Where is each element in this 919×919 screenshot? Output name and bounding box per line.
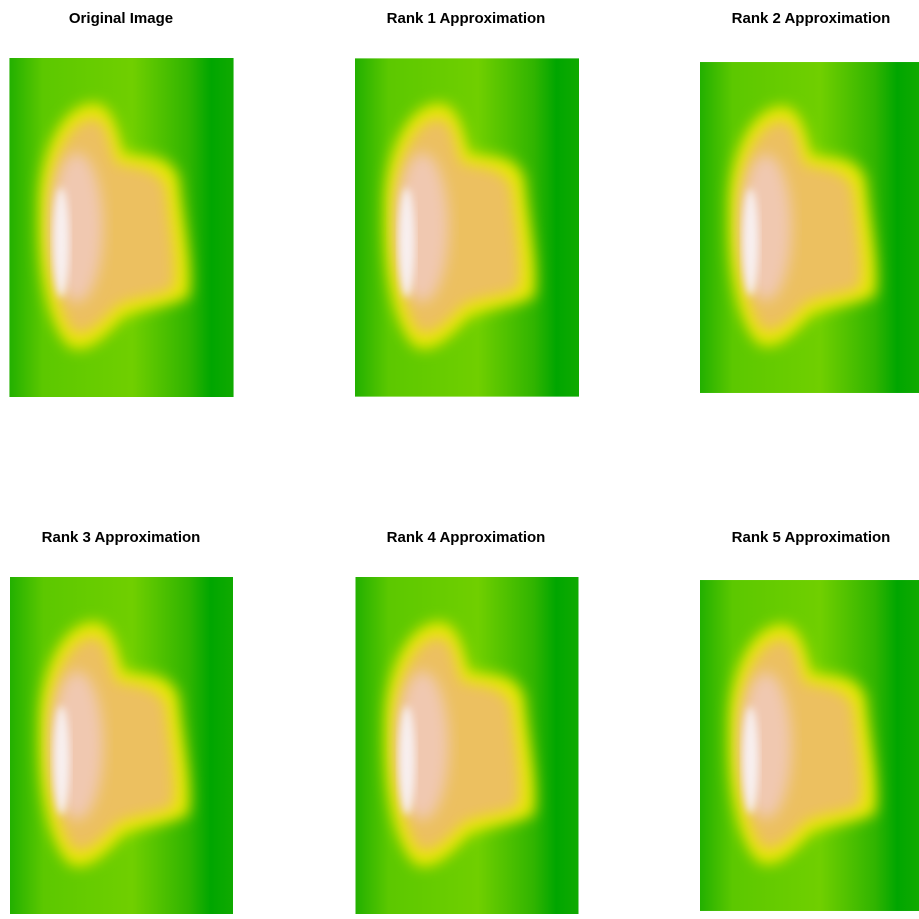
panel-title: Rank 1 Approximation bbox=[387, 10, 546, 27]
heatmap-image bbox=[355, 577, 578, 914]
heatmap-image bbox=[700, 62, 919, 393]
panel: Rank 2 Approximation bbox=[700, 10, 919, 393]
panel-title: Original Image bbox=[69, 10, 173, 27]
panel: Rank 3 Approximation bbox=[10, 529, 233, 914]
page: Original Image Rank 1 Approximation Rank… bbox=[0, 0, 919, 914]
heatmap-image bbox=[9, 58, 233, 397]
heatmap-image bbox=[355, 58, 579, 396]
heatmap-image bbox=[10, 577, 233, 914]
figure: Original Image Rank 1 Approximation Rank… bbox=[0, 0, 919, 914]
panel-title: Rank 3 Approximation bbox=[42, 529, 201, 546]
panel: Original Image bbox=[9, 10, 233, 397]
heatmap-image bbox=[700, 580, 919, 911]
panel: Rank 4 Approximation bbox=[355, 529, 578, 914]
panel-title: Rank 4 Approximation bbox=[387, 529, 546, 546]
panel: Rank 5 Approximation bbox=[700, 529, 919, 911]
panel-title: Rank 2 Approximation bbox=[732, 10, 891, 27]
panel-title: Rank 5 Approximation bbox=[732, 529, 891, 546]
panel: Rank 1 Approximation bbox=[355, 10, 579, 397]
